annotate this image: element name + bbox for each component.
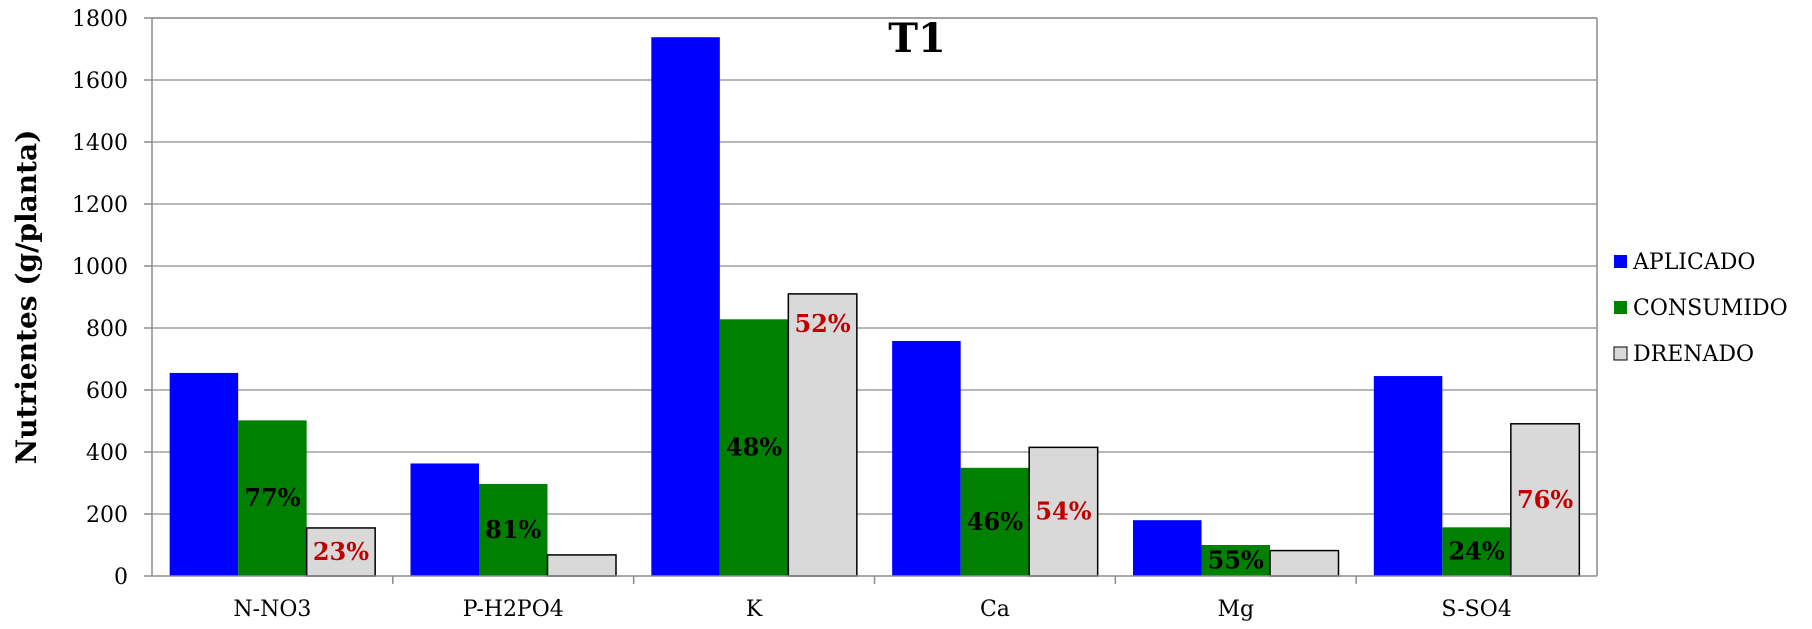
x-category-label: K: [746, 597, 763, 622]
bar-consumido-p-h2po4: [479, 483, 548, 576]
legend-swatch-consumido: [1614, 301, 1627, 314]
x-category-label: N-NO3: [233, 597, 311, 622]
bar-aplicado-p-h2po4: [410, 463, 479, 576]
bar-aplicado-k: [651, 37, 720, 577]
x-category-labels: N-NO3 P-H2PO4 K Ca Mg S-SO4: [233, 597, 1511, 622]
bar-annotation: 52%: [794, 309, 850, 338]
bar-aplicado-mg: [1133, 520, 1202, 576]
bar-drenado-s-so4: [1510, 423, 1581, 577]
y-tick-label: 1000: [72, 255, 128, 280]
y-tick-label: 200: [86, 503, 128, 528]
y-tick-label: 1400: [72, 131, 128, 156]
bar-consumido-ca: [960, 467, 1030, 576]
y-tick-label: 1800: [72, 7, 128, 32]
bar-drenado-k: [787, 293, 858, 577]
bar-annotation: 76%: [1517, 485, 1573, 514]
legend-swatch-drenado: [1613, 346, 1628, 361]
legend-label-drenado: DRENADO: [1633, 342, 1754, 367]
legend-label-aplicado: APLICADO: [1632, 250, 1755, 275]
bar-aplicado-ca: [892, 341, 961, 576]
bar-drenado-ca: [1028, 446, 1099, 577]
legend: APLICADO CONSUMIDO DRENADO: [1613, 250, 1788, 367]
x-category-label: Mg: [1217, 597, 1254, 622]
bar-aplicado-s-so4: [1373, 376, 1443, 576]
y-tick-label: 1600: [72, 69, 128, 94]
bar-annotation: 77%: [244, 483, 300, 512]
bar-drenado-mg: [1269, 549, 1340, 577]
y-tick-label: 800: [86, 317, 128, 342]
x-category-label: P-H2PO4: [463, 597, 564, 622]
y-axis-label: Nutrientes (g/planta): [10, 130, 43, 465]
bars: [169, 37, 1581, 577]
bar-annotation: 81%: [485, 515, 541, 544]
bar-consumido-s-so4: [1442, 527, 1511, 576]
bar-drenado-n-no3: [305, 527, 376, 577]
y-tick-labels: 0 200 400 600 800 1000 1200 1400 1600 1800: [72, 7, 128, 590]
bar-annotation: 46%: [967, 507, 1023, 536]
bar-consumido-mg: [1201, 545, 1270, 576]
legend-label-consumido: CONSUMIDO: [1633, 296, 1788, 321]
y-tick-label: 400: [86, 441, 128, 466]
x-category-label: Ca: [980, 597, 1010, 622]
y-tick-label: 0: [114, 565, 128, 590]
bar-annotation: 23%: [313, 537, 369, 566]
bar-annotation: 54%: [1035, 497, 1091, 526]
bar-annotations: 77% 23% 81% 48% 52% 46% 54% 55% 24% 76%: [244, 309, 1573, 575]
axes: [144, 17, 1598, 584]
bar-consumido-k: [719, 319, 789, 576]
legend-swatch-aplicado: [1614, 255, 1627, 268]
bar-annotation: 48%: [726, 433, 782, 462]
y-tick-label: 600: [86, 379, 128, 404]
chart-title: T1: [888, 15, 946, 62]
bar-drenado-p-h2po4: [546, 554, 617, 577]
bar-consumido-n-no3: [238, 420, 307, 576]
y-tick-label: 1200: [72, 193, 128, 218]
bar-annotation: 55%: [1208, 546, 1264, 575]
bar-annotation: 24%: [1448, 537, 1504, 566]
bar-aplicado-n-no3: [169, 372, 239, 576]
x-category-label: S-SO4: [1441, 597, 1511, 622]
